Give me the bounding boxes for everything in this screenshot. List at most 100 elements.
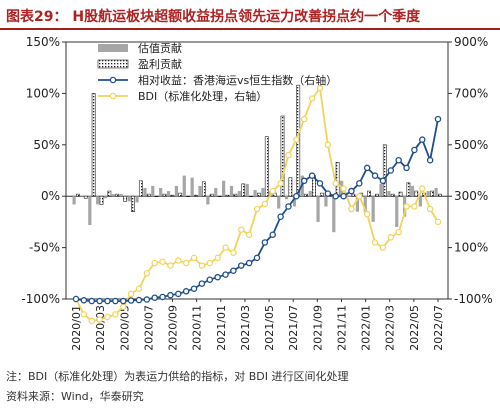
valuation-bar — [347, 196, 352, 197]
earnings-bar — [178, 192, 183, 197]
left-tick-label: -100% — [21, 292, 60, 306]
valuation-bar — [355, 196, 360, 212]
right-tick-label: 700% — [454, 86, 488, 100]
valuation-bar — [292, 196, 297, 207]
valuation-bar — [72, 196, 76, 205]
legend-earnings-swatch — [97, 59, 129, 69]
valuation-bar — [410, 185, 415, 197]
valuation-bar — [387, 191, 391, 197]
bdi-point — [426, 205, 434, 213]
bdi-point — [238, 226, 245, 233]
earnings-bar — [249, 195, 253, 197]
relative-return-point — [230, 267, 237, 274]
legend-relative-marker — [109, 76, 117, 84]
valuation-bar — [96, 196, 100, 205]
x-tick-label: 2021/11 — [335, 305, 348, 351]
valuation-bar — [151, 185, 155, 197]
chart-footnote: 注：BDI（标准化处理）为表运力供给的指标，对 BDI 进行区间化处理 — [6, 370, 349, 383]
earnings-bar — [375, 193, 379, 197]
earnings-bar — [115, 193, 120, 197]
x-tick-label: 2021/07 — [287, 305, 300, 351]
legend-valuation-label: 估值贡献 — [138, 41, 182, 55]
bdi-point — [277, 180, 284, 187]
earnings-bar — [256, 192, 261, 197]
bdi-point — [80, 311, 88, 318]
relative-return-point — [112, 297, 119, 305]
bdi-point — [285, 151, 292, 159]
left-tick-label: 50% — [33, 138, 60, 152]
valuation-bar — [88, 196, 92, 225]
earnings-bar — [382, 144, 387, 197]
valuation-bar — [237, 191, 241, 197]
bdi-point — [371, 239, 379, 246]
right-tick-label: 900% — [454, 35, 488, 49]
earnings-bar — [162, 193, 167, 197]
bdi-point — [167, 262, 174, 269]
left-tick-label: 0% — [41, 189, 60, 203]
earnings-bar — [123, 195, 128, 202]
relative-return-point — [245, 259, 253, 267]
bdi-point — [206, 259, 213, 267]
valuation-bar — [245, 183, 249, 197]
earnings-bar — [131, 195, 135, 212]
right-tick-label: 100% — [454, 241, 488, 255]
earnings-bar — [319, 192, 324, 197]
x-tick-label: 2022/07 — [432, 305, 445, 351]
legend-relative-label: 相对收益：香港海运vs恒生指数（右轴） — [138, 73, 337, 87]
bdi-point — [245, 231, 253, 238]
bdi-point — [151, 259, 158, 267]
earnings-bar — [83, 195, 88, 199]
earnings-bar — [76, 193, 80, 197]
bdi-point — [222, 244, 229, 251]
legend-earnings-label: 盈利贡献 — [138, 57, 182, 71]
chart-title-bar: 图表29： H股航运板块超额收益拐点领先运力改善拐点约一个季度 — [0, 0, 500, 30]
earnings-bar — [217, 195, 222, 197]
bdi-point — [419, 185, 426, 192]
valuation-bar — [80, 196, 84, 197]
earnings-bar — [99, 195, 104, 205]
bdi-point — [120, 303, 127, 310]
valuation-bar — [253, 190, 257, 197]
relative-return-point — [340, 192, 347, 200]
earnings-bar — [430, 190, 434, 197]
valuation-bar — [371, 196, 375, 222]
left-tick-label: 150% — [26, 35, 60, 49]
earnings-bar — [367, 190, 371, 197]
valuation-bar — [261, 187, 265, 197]
legend-bdi-marker — [109, 92, 117, 100]
valuation-bar — [363, 196, 367, 212]
bdi-point — [301, 115, 308, 123]
valuation-bar — [277, 196, 281, 209]
bdi-line — [75, 86, 439, 322]
relative-return-point — [238, 262, 245, 269]
relative-return-point — [285, 203, 292, 210]
earnings-bar — [209, 193, 214, 197]
relative-return-point — [363, 164, 371, 172]
relative-return-point — [222, 271, 229, 278]
earnings-bar — [304, 193, 309, 197]
x-tick-label: 2022/03 — [384, 305, 397, 351]
x-tick-label: 2020/03 — [94, 305, 107, 351]
x-tick-label: 2021/05 — [263, 305, 276, 351]
relative-return-point — [190, 285, 198, 292]
bdi-point — [434, 218, 442, 226]
bdi-point — [182, 259, 190, 267]
relative-return-point — [175, 290, 182, 298]
valuation-bar — [198, 185, 202, 197]
relative-return-point — [119, 297, 127, 305]
bdi-point — [143, 270, 151, 277]
relative-return-point — [308, 172, 316, 179]
valuation-bar — [135, 196, 139, 203]
earnings-bar — [398, 191, 403, 197]
earnings-bar — [233, 193, 238, 197]
bdi-point — [198, 262, 206, 269]
bdi-point — [253, 205, 261, 213]
x-tick-label: 2020/05 — [118, 305, 131, 351]
relative-return-point — [151, 294, 158, 301]
relative-return-point — [387, 167, 395, 174]
relative-return-point — [332, 192, 339, 200]
bdi-point — [356, 192, 363, 200]
relative-return-point — [419, 136, 426, 143]
earnings-bar — [390, 193, 395, 197]
